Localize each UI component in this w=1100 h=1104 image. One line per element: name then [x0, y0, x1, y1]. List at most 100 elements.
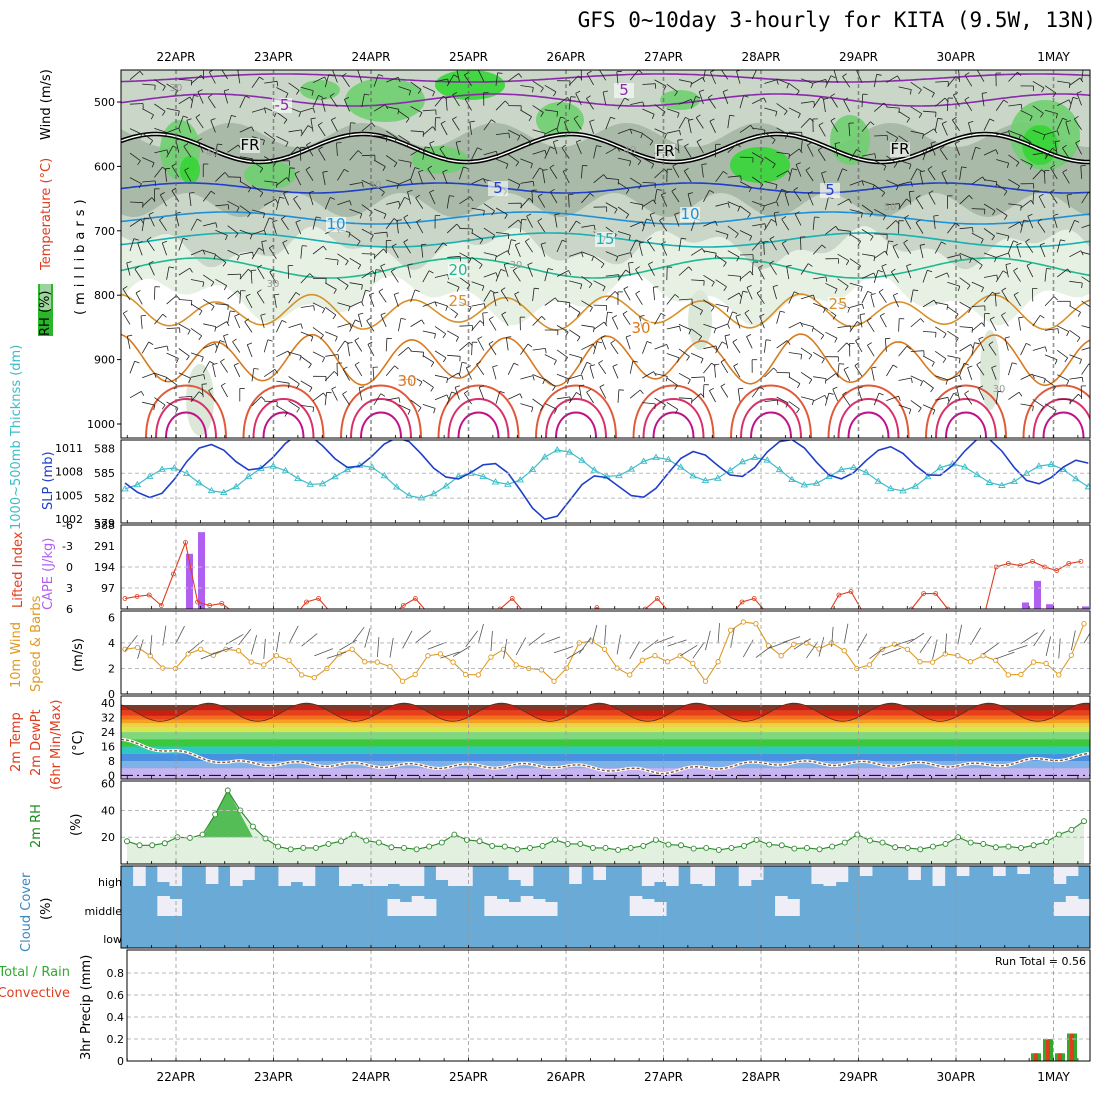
lifted-index-tick-label: -6 [62, 519, 73, 532]
cloud-high-clear [957, 866, 970, 876]
wind-barb-flag [387, 232, 388, 237]
wind10m-point [552, 679, 556, 683]
rh2m-point [1056, 832, 1061, 837]
cape-bar [198, 532, 205, 609]
wind10m-barb [705, 631, 710, 650]
wind10m-point [489, 655, 493, 659]
rh2m-line [127, 790, 1084, 850]
cloud-high-clear [375, 866, 388, 886]
wind-barb-flag [1094, 346, 1095, 351]
rh2m-point [414, 847, 419, 852]
wind10m-barb [150, 635, 152, 655]
date-label-bottom: 27APR [644, 1070, 683, 1084]
wind10m-label-b: Speed & Barbs [29, 595, 44, 692]
cloud-high-clear [654, 866, 667, 882]
wind10m-point [438, 652, 442, 656]
temp2m-tick-label: 8 [108, 755, 115, 768]
date-label-bottom: 22APR [156, 1070, 195, 1084]
cloud-middle-clear [484, 896, 497, 916]
wind10m-barb [945, 634, 946, 654]
isotherm-label: 5 [825, 181, 835, 199]
rh2m-point [742, 843, 747, 848]
wind10m-barb [769, 641, 788, 648]
cloud-high-clear [751, 866, 764, 880]
rh2m-point [1044, 839, 1049, 844]
cloud-high-clear [521, 866, 534, 886]
temperature-label: Temperature (°C) [39, 158, 54, 271]
cape-tick-label: 194 [94, 561, 115, 574]
panel-frame [121, 440, 1090, 523]
rh-blob [244, 161, 296, 189]
rh2m-point [590, 845, 595, 850]
date-label-top: 22APR [156, 50, 195, 64]
rh-label: RH (%) [38, 291, 53, 336]
wind10m-point [135, 645, 139, 649]
temp2m-label-a: 2m Temp [9, 712, 24, 772]
wind10m-barb [983, 643, 999, 655]
wind10m-barb [1059, 638, 1060, 658]
thickness-tick-label: 585 [94, 467, 115, 480]
rh2m-point [364, 838, 369, 843]
panel-frame [127, 950, 1090, 1061]
date-label-top: 30APR [936, 50, 975, 64]
rh2m-point [981, 841, 986, 846]
wind10m-barb [478, 624, 483, 643]
wind10m-barb [377, 637, 379, 657]
temp2m-tick-label: 16 [101, 741, 115, 754]
rh-contour-label: 30 [510, 260, 523, 271]
cloud-high-clear [933, 866, 946, 886]
date-label-top: 25APR [449, 50, 488, 64]
rh2m-point [540, 843, 545, 848]
cloud-middle-clear [424, 899, 437, 916]
wind10m-point [930, 660, 934, 664]
isotherm-label: 30 [631, 319, 650, 337]
cloud-middle-clear [387, 899, 400, 916]
rh2m-point [792, 846, 797, 851]
pressure-tick-label: 600 [94, 160, 115, 173]
wind-barb-flag [290, 168, 295, 169]
wind10m-barb [264, 639, 266, 659]
wind10m-barb [213, 647, 232, 653]
rh2m-point [427, 844, 432, 849]
date-label-top: 23APR [254, 50, 293, 64]
cloud-high-clear [133, 866, 146, 886]
wind-barb-flag [165, 168, 170, 169]
precip-convective-bar [1034, 1053, 1038, 1061]
rh2m-peak-fill [203, 790, 253, 837]
rh2m-point [439, 840, 444, 845]
rh2m-point [351, 832, 356, 837]
cloud-high-clear [412, 866, 425, 886]
cloud-units: (%) [39, 898, 54, 921]
wind10m-barb [996, 652, 1015, 659]
cloud-middle-clear [533, 899, 546, 916]
wind10m-barb [365, 628, 370, 647]
isotherm-label: 15 [595, 230, 614, 248]
wind10m-point [312, 675, 316, 679]
isotherm-label: -5 [275, 96, 290, 114]
wind-barb-flag [599, 67, 603, 70]
cloud-middle-clear [654, 902, 667, 916]
wind-label: Wind (m/s) [39, 69, 54, 140]
wind-barb-flag [706, 67, 711, 68]
rh2m-point [817, 847, 822, 852]
wind10m-barb [415, 631, 431, 643]
wind-barb-flag [655, 404, 656, 409]
cloud-high-clear [908, 866, 921, 880]
thickness-label: 1000~500mb Thicknss (dm) [9, 345, 24, 530]
wind10m-barb [390, 638, 393, 658]
rh-contour-label: 30 [267, 279, 280, 290]
isotherm-label: 30 [397, 372, 416, 390]
wind10m-point [691, 661, 695, 665]
rh2m-point [893, 845, 898, 850]
temp2m-label-b: 2m DewPt [29, 709, 44, 776]
rh2m-point [616, 847, 621, 852]
millibars-label: (millibars) [73, 194, 88, 315]
cloud-content [121, 866, 1091, 948]
wind10m-point [665, 659, 669, 663]
wind10m-barb [314, 649, 333, 656]
wind-barb-flag [973, 228, 974, 233]
rh2m-point [603, 845, 608, 850]
rh2m-point [1082, 819, 1087, 824]
wind-barb-flag [1093, 329, 1094, 334]
